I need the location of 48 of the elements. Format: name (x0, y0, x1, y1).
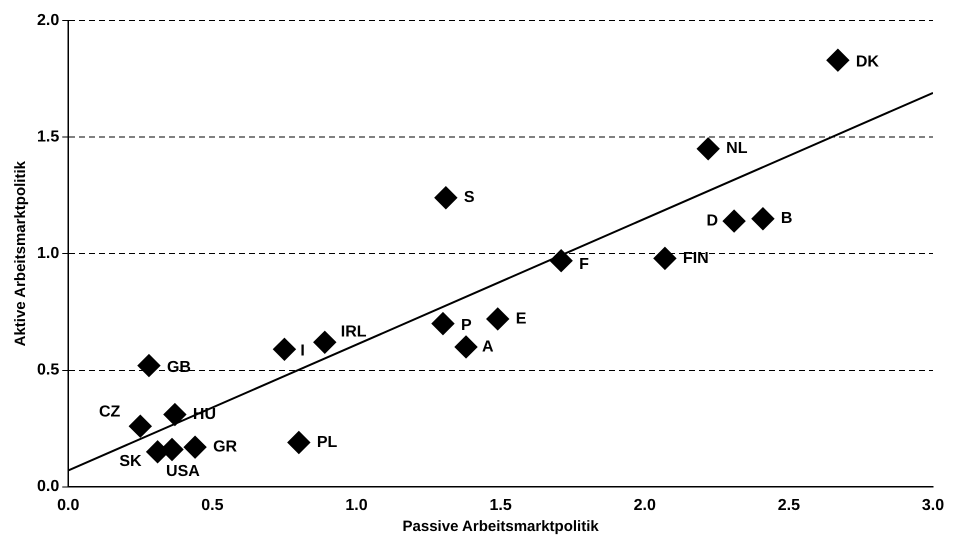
point (751, 207, 774, 230)
x-tick-label: 1.0 (345, 496, 368, 514)
annotation: P (460, 317, 472, 334)
annotation: PL (316, 434, 338, 451)
point (287, 431, 310, 454)
y-axis-title: Aktive Arbeitsmarktpolitik (12, 160, 30, 346)
annotation: IRL (340, 324, 367, 341)
annotation: I (300, 342, 305, 360)
x-tick-label: 1.5 (489, 496, 512, 514)
point (313, 330, 336, 354)
x-tick-label: 0.0 (57, 496, 80, 514)
x-axis-title: Passive Arbeitsmarktpolitik (402, 518, 600, 536)
point (826, 48, 850, 72)
x-tick-label: 3.0 (922, 496, 944, 514)
point (696, 137, 720, 160)
y-tick-label: 1.0 (36, 245, 60, 262)
point (128, 414, 152, 438)
point (454, 335, 478, 358)
annotation: SK (119, 453, 142, 470)
point (272, 338, 296, 361)
x-tick-label: 2.5 (778, 496, 800, 514)
point (434, 186, 458, 210)
y-tick-label: 2.0 (36, 12, 60, 30)
annotation: GR (213, 438, 238, 456)
point (486, 307, 510, 330)
y-tick-label: 0.5 (36, 362, 60, 379)
annotation: A (482, 338, 494, 356)
annotation: DK (856, 54, 880, 71)
annotation: E (516, 310, 527, 328)
y-tick-label: 0.0 (36, 478, 60, 496)
point (722, 210, 746, 233)
annotation: F (579, 256, 590, 274)
point (137, 354, 160, 378)
point (431, 312, 454, 336)
annotation: NL (726, 140, 748, 158)
y-tick-label: 1.5 (36, 128, 60, 146)
point (653, 246, 676, 270)
x-tick-label: 2.0 (634, 496, 656, 514)
annotation: CZ (98, 404, 121, 421)
annotation: B (780, 210, 792, 228)
annotation: FIN (682, 250, 709, 267)
point (184, 436, 207, 459)
point (550, 249, 573, 272)
annotation: D (706, 212, 718, 230)
annotation: S (464, 189, 475, 206)
annotation: USA (166, 462, 200, 480)
x-tick-label: 0.5 (201, 496, 224, 514)
point (163, 403, 186, 426)
